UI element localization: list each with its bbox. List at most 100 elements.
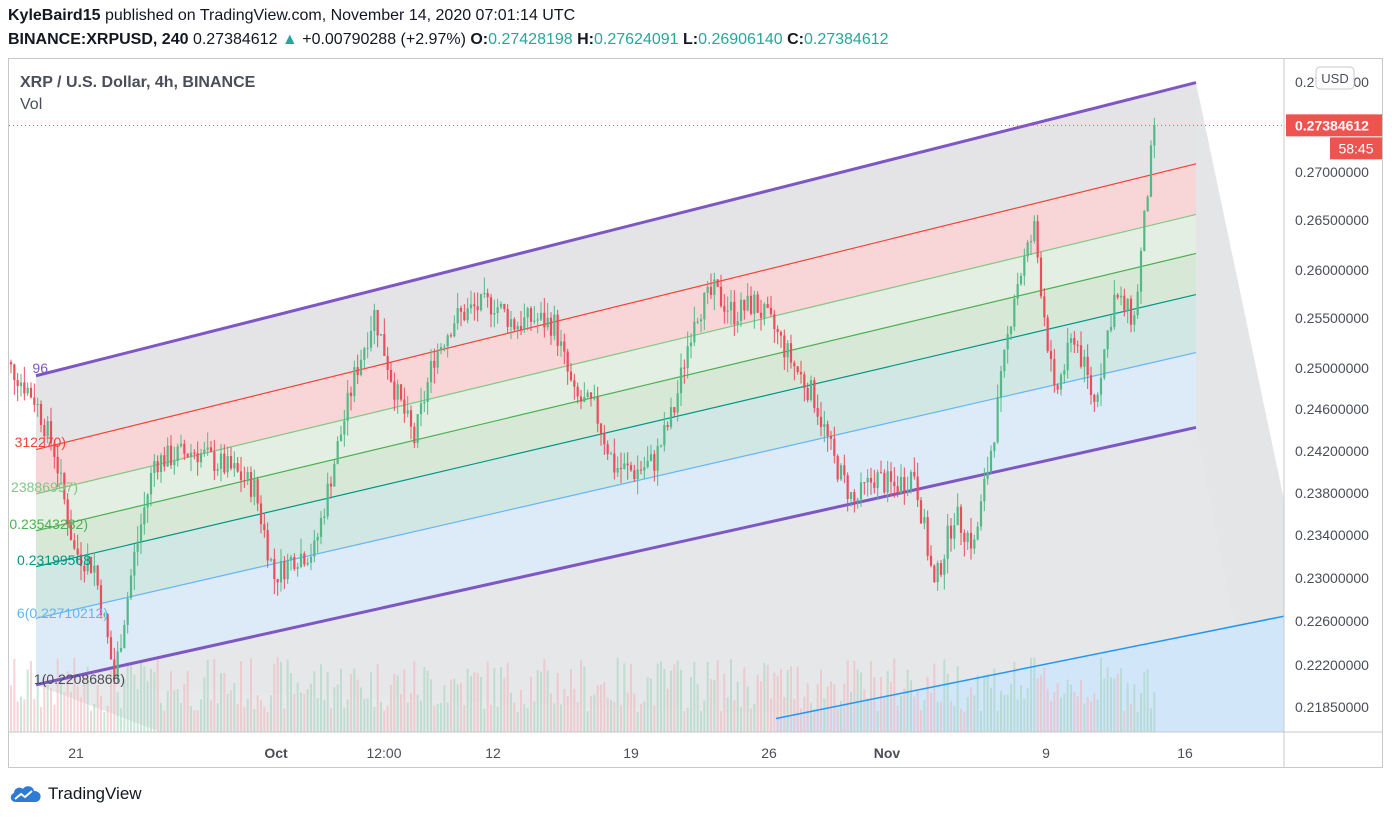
candle-body xyxy=(283,560,286,580)
candle-body xyxy=(366,347,369,349)
candle-body xyxy=(96,565,99,586)
volume-bar xyxy=(633,693,636,732)
candle-body xyxy=(1116,294,1119,298)
volume-bar xyxy=(573,688,576,732)
volume-bar xyxy=(330,708,332,732)
volume-bar xyxy=(653,705,656,732)
volume-bar xyxy=(420,700,422,732)
volume-bar xyxy=(36,676,39,732)
candle-body xyxy=(726,310,729,312)
volume-bar xyxy=(240,661,242,732)
candle-body xyxy=(1016,284,1019,299)
volume-bar xyxy=(596,685,599,732)
candle-body xyxy=(43,425,46,437)
volume-bar xyxy=(110,670,112,732)
candle-body xyxy=(309,556,313,563)
candle-body xyxy=(843,465,846,476)
candle-body xyxy=(209,447,213,452)
volume-bar xyxy=(1076,696,1079,732)
volume-bar xyxy=(176,689,179,732)
candle-body xyxy=(723,306,726,312)
candle-body xyxy=(826,424,829,437)
volume-bar xyxy=(760,681,762,732)
volume-bar xyxy=(750,708,752,732)
volume-bar xyxy=(196,710,199,732)
candle-body xyxy=(533,320,536,322)
candle-body xyxy=(566,351,569,372)
volume-bar xyxy=(1096,699,1099,732)
tradingview-logo[interactable]: TradingView xyxy=(8,782,142,806)
volume-bar xyxy=(370,672,372,732)
volume-bar xyxy=(550,693,552,732)
candle-body xyxy=(976,526,979,540)
volume-bar xyxy=(1033,657,1036,732)
candle-body xyxy=(29,387,33,398)
volume-bar xyxy=(323,699,326,732)
candle-body xyxy=(1026,242,1029,257)
candle-body xyxy=(736,321,739,325)
volume-bar xyxy=(290,673,292,732)
candle-body xyxy=(113,659,116,679)
volume-bar xyxy=(86,666,89,732)
volume-bar xyxy=(846,660,849,732)
legend-volume[interactable]: Vol xyxy=(20,96,42,113)
candle-body xyxy=(803,374,806,389)
candle-body xyxy=(116,651,119,679)
candle-body xyxy=(346,392,349,421)
candle-body xyxy=(713,279,716,295)
volume-bar xyxy=(106,706,109,732)
author-name[interactable]: KyleBaird15 xyxy=(8,7,101,24)
volume-bar xyxy=(10,685,12,732)
candle-body xyxy=(526,308,529,318)
candle-body xyxy=(929,555,933,566)
candle-body xyxy=(176,446,179,462)
candle-body xyxy=(356,367,359,375)
channel-line-0.382 xyxy=(35,213,1197,495)
time-axis[interactable]: 21 Oct 12:00 12 19 26 Nov 9 16 xyxy=(68,745,1193,761)
volume-bar xyxy=(373,706,376,732)
volume-bar xyxy=(643,701,646,732)
candle-body xyxy=(699,319,703,322)
close-label: C: xyxy=(787,31,804,48)
price-axis[interactable]: 0.279000000.275000000.270000000.26500000… xyxy=(1286,66,1382,715)
volume-bar xyxy=(1133,684,1136,732)
fib-level-label: 312270) xyxy=(15,434,66,450)
volume-bar xyxy=(233,683,236,732)
volume-bar xyxy=(53,704,56,732)
volume-bar xyxy=(170,671,172,732)
volume-bar xyxy=(996,710,999,732)
volume-bar xyxy=(493,667,496,732)
candle-body xyxy=(1083,356,1086,367)
candle-body xyxy=(809,380,813,401)
candle-body xyxy=(513,319,516,330)
volume-bar xyxy=(770,698,772,732)
candle-body xyxy=(653,454,656,471)
volume-bar xyxy=(943,659,946,732)
volume-bar xyxy=(453,678,456,732)
volume-bar xyxy=(626,692,629,732)
channel-fills xyxy=(36,82,1284,732)
volume-bar xyxy=(70,692,72,732)
candle-body xyxy=(133,551,136,576)
candle-body xyxy=(63,472,66,500)
countdown-label: 58:45 xyxy=(1338,140,1373,156)
volume-bar xyxy=(383,710,386,732)
volume-bar xyxy=(1123,710,1126,732)
volume-bar xyxy=(570,669,572,732)
channel-lines[interactable] xyxy=(35,81,1284,720)
candle-body xyxy=(706,286,709,293)
volume-bar xyxy=(870,661,872,732)
candle-body xyxy=(436,350,439,368)
volume-bar xyxy=(136,689,139,732)
volume-bar xyxy=(120,708,122,732)
candle-body xyxy=(59,472,63,474)
fib-level-label: 1(0.22086866) xyxy=(34,671,125,687)
legend-title[interactable]: XRP / U.S. Dollar, 4h, BINANCE xyxy=(20,74,256,91)
candle-body xyxy=(486,293,489,298)
volume-bar xyxy=(730,659,732,732)
candle-body xyxy=(353,367,356,397)
candle-body xyxy=(36,403,39,405)
volume-bar xyxy=(886,670,889,732)
volume-bar xyxy=(1036,678,1039,732)
